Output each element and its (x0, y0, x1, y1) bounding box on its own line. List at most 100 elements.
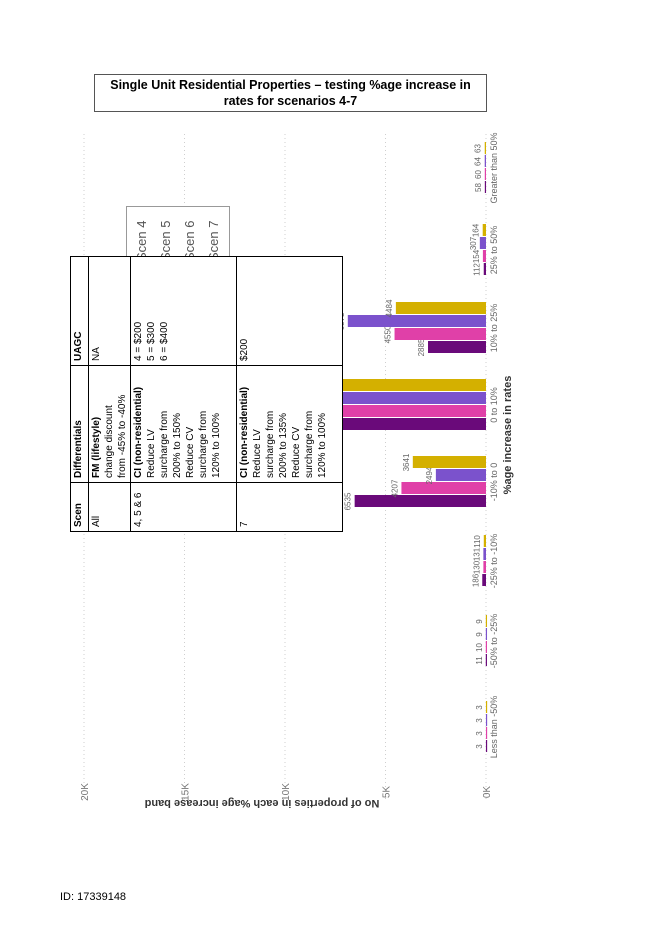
x-tick-label: Less than -50% (489, 696, 499, 759)
data-label: 63 (474, 144, 483, 153)
table-header-uagc: UAGC (70, 256, 89, 366)
data-label: 3641 (402, 453, 411, 471)
bar (485, 727, 488, 739)
bar (484, 181, 487, 193)
bar (483, 548, 486, 560)
y-tick-label: 15K (181, 783, 192, 801)
diff-line: change discount (104, 405, 115, 478)
diff-line: Reduce LV (252, 429, 263, 478)
diff-line: surcharge from (159, 410, 170, 478)
table-cell-differentials: CI (non-residential) Reduce LV surcharge… (236, 365, 343, 483)
x-tick-label: -50% to -25% (489, 614, 499, 669)
page-id-label: ID: 17339148 (60, 891, 127, 903)
diff-line: from -45% to -40% (117, 394, 128, 478)
uagc-line: 5 = $300 (146, 321, 157, 361)
bar (485, 654, 487, 666)
table-cell-scen: 7 (236, 482, 343, 532)
diff-line: surcharge from (304, 410, 315, 478)
data-label: 112 (473, 263, 482, 276)
diff-line: 120% to 100% (211, 412, 222, 478)
bar (484, 168, 486, 180)
bar (483, 263, 486, 275)
table-row: 4, 5 & 6 CI (non-residential) Reduce LV … (130, 256, 237, 532)
chart-title-box: Single Unit Residential Properties – tes… (94, 74, 487, 112)
data-label: 9 (475, 632, 484, 637)
x-tick-label: 10% to 25% (489, 304, 499, 353)
data-label: 130 (472, 560, 481, 574)
table-cell-differentials: FM (lifestyle) change discount from -45%… (88, 365, 131, 483)
data-label: 3 (475, 718, 484, 723)
table-header-scen: Scen (70, 482, 89, 532)
bar (485, 628, 488, 640)
x-axis-title: %age increase in rates (502, 376, 514, 495)
x-tick-label: 0 to 10% (489, 387, 499, 423)
data-label: 9 (475, 619, 484, 624)
bar (479, 237, 486, 249)
bar (435, 469, 486, 481)
uagc-line: 6 = $400 (159, 321, 170, 361)
legend-label: Scen 6 (182, 221, 197, 261)
bar (485, 701, 488, 713)
bar (482, 250, 486, 262)
chart-title-line2: rates for scenarios 4-7 (223, 94, 358, 108)
legend-label: Scen 4 (134, 221, 149, 261)
data-label: 186 (471, 573, 480, 587)
bar (394, 328, 486, 340)
data-label: 64 (474, 157, 483, 166)
diff-line: 200% to 150% (172, 412, 183, 478)
table-cell-scen: All (88, 482, 131, 532)
data-label: 4550 (384, 325, 393, 343)
legend-label: Scen 5 (158, 221, 173, 261)
y-tick-label: 0K (482, 786, 493, 799)
bar (483, 535, 486, 547)
table-row: All FM (lifestyle) change discount from … (88, 256, 131, 532)
data-label: 3 (475, 705, 484, 710)
bar (485, 615, 488, 627)
data-label: 4207 (390, 479, 399, 497)
data-label: 58 (474, 183, 483, 192)
bar (354, 495, 486, 507)
diff-line: surcharge from (198, 410, 209, 478)
bar (482, 574, 486, 586)
bar (485, 641, 487, 653)
table-row: 7 CI (non-residential) Reduce LV surchar… (236, 256, 343, 532)
bar (395, 302, 486, 314)
diff-line: Reduce CV (291, 426, 302, 478)
chart-title-line1: Single Unit Residential Properties – tes… (110, 78, 471, 92)
bar (485, 714, 488, 726)
bar (483, 561, 486, 573)
bar (347, 315, 486, 327)
data-label: 60 (474, 170, 483, 179)
y-axis-title: No of properties in each %age increase b… (145, 797, 380, 809)
legend-label: Scen 7 (206, 221, 221, 261)
diff-heading: CI (non-residential) (133, 386, 144, 478)
bar (412, 456, 486, 468)
data-label: 307 (469, 236, 478, 250)
data-label: 164 (472, 223, 481, 237)
table-cell-scen: 4, 5 & 6 (130, 482, 237, 532)
data-label: 4484 (385, 299, 394, 317)
bar (401, 482, 486, 494)
y-tick-label: 20K (80, 783, 91, 801)
table-cell-uagc: NA (88, 256, 131, 366)
bar (484, 155, 486, 167)
scenario-table: Scen Differentials UAGC All FM (lifestyl… (70, 256, 343, 532)
data-label: 3 (475, 744, 484, 749)
data-label: 2494 (425, 466, 434, 484)
diff-heading: FM (lifestyle) (91, 416, 102, 478)
data-label: 3 (475, 731, 484, 736)
x-tick-label: Greater than 50% (489, 132, 499, 203)
table-cell-uagc: $200 (236, 256, 343, 366)
bar (485, 740, 488, 752)
diff-line: Reduce LV (146, 429, 157, 478)
data-label: 6535 (344, 492, 353, 510)
table-cell-uagc: 4 = $200 5 = $300 6 = $400 (130, 256, 237, 366)
y-tick-label: 10K (281, 783, 292, 801)
data-label: 2885 (417, 338, 426, 356)
uagc-line: $200 (239, 338, 250, 361)
x-tick-label: -25% to -10% (489, 534, 499, 589)
diff-line: 120% to 100% (317, 412, 328, 478)
diff-line: 200% to 135% (278, 412, 289, 478)
uagc-line: NA (91, 347, 102, 361)
data-label: 10 (475, 643, 484, 652)
